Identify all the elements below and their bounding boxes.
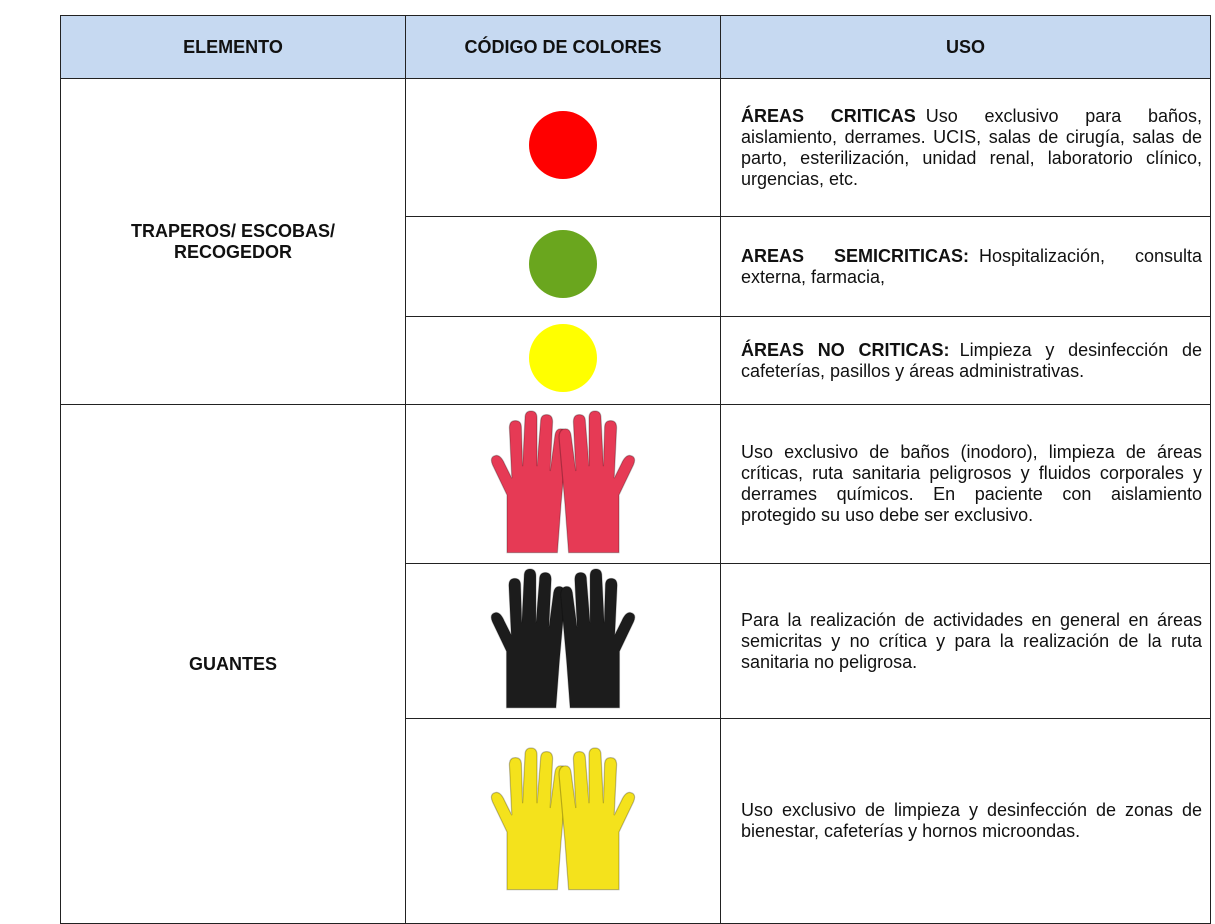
color-code-cell bbox=[405, 316, 721, 405]
table-row: TRAPEROS/ ESCOBAS/ RECOGEDOR ÁREAS CRITIC… bbox=[60, 78, 1211, 405]
element-cell: GUANTES bbox=[60, 404, 406, 924]
column-header: CÓDIGO DE COLORES bbox=[405, 15, 721, 79]
color-code-cell bbox=[405, 404, 721, 564]
element-cell: TRAPEROS/ ESCOBAS/ RECOGEDOR bbox=[60, 78, 406, 405]
usage-text: Uso exclusivo de baños (inodoro), limpie… bbox=[741, 442, 1202, 525]
usage-cell: AREAS SEMICRITICAS: Hospitalización, cons… bbox=[720, 216, 1211, 317]
usage-text: Para la realización de actividades en ge… bbox=[741, 609, 1202, 672]
color-code-cell bbox=[405, 563, 721, 719]
color-swatch bbox=[529, 230, 597, 298]
usage-heading: ÁREAS CRITICAS bbox=[741, 105, 916, 126]
table-row: Para la realización de actividades en ge… bbox=[61, 563, 1211, 719]
usage-text: Limpieza y desinfección de cafeterías, p… bbox=[741, 339, 1203, 381]
table-row: Uso exclusivo de limpieza y desinfección… bbox=[61, 718, 1211, 924]
usage-cell: ÁREAS NO CRITICAS: Limpieza y desinfecció… bbox=[720, 316, 1211, 405]
usage-text: Uso exclusivo para baños, aislamiento, d… bbox=[741, 105, 1202, 189]
column-header: USO bbox=[720, 15, 1211, 79]
color-swatch bbox=[529, 111, 597, 179]
usage-cell: Para la realización de actividades en ge… bbox=[720, 563, 1211, 719]
glove-image bbox=[490, 746, 636, 890]
column-header: ELEMENTO bbox=[60, 15, 406, 79]
usage-heading: AREAS SEMICRITICAS: bbox=[741, 245, 969, 266]
usage-text: Hospitalización, consulta externa, farma… bbox=[741, 245, 1202, 287]
usage-cell: ÁREAS CRITICAS Uso exclusivo para baños, … bbox=[720, 78, 1211, 217]
glove-image bbox=[490, 409, 636, 553]
color-swatch bbox=[529, 324, 597, 392]
usage-heading: ÁREAS NO CRITICAS: bbox=[741, 339, 950, 360]
color-code-cell bbox=[405, 216, 721, 317]
table: ELEMENTO CÓDIGO DE COLORES USO TRAPEROS/ E… bbox=[60, 15, 1211, 924]
usage-cell: Uso exclusivo de baños (inodoro), limpie… bbox=[720, 404, 1211, 564]
table-row: GUANTES Uso exclusivo de baños (inodoro),… bbox=[60, 404, 1211, 924]
glove-image bbox=[490, 568, 636, 709]
color-code-cell bbox=[405, 718, 721, 924]
usage-cell: Uso exclusivo de limpieza y desinfección… bbox=[720, 718, 1211, 924]
header-row: ELEMENTO CÓDIGO DE COLORES USO bbox=[60, 15, 1211, 79]
color-code-cell bbox=[405, 78, 721, 217]
usage-text: Uso exclusivo de limpieza y desinfección… bbox=[741, 800, 1202, 841]
